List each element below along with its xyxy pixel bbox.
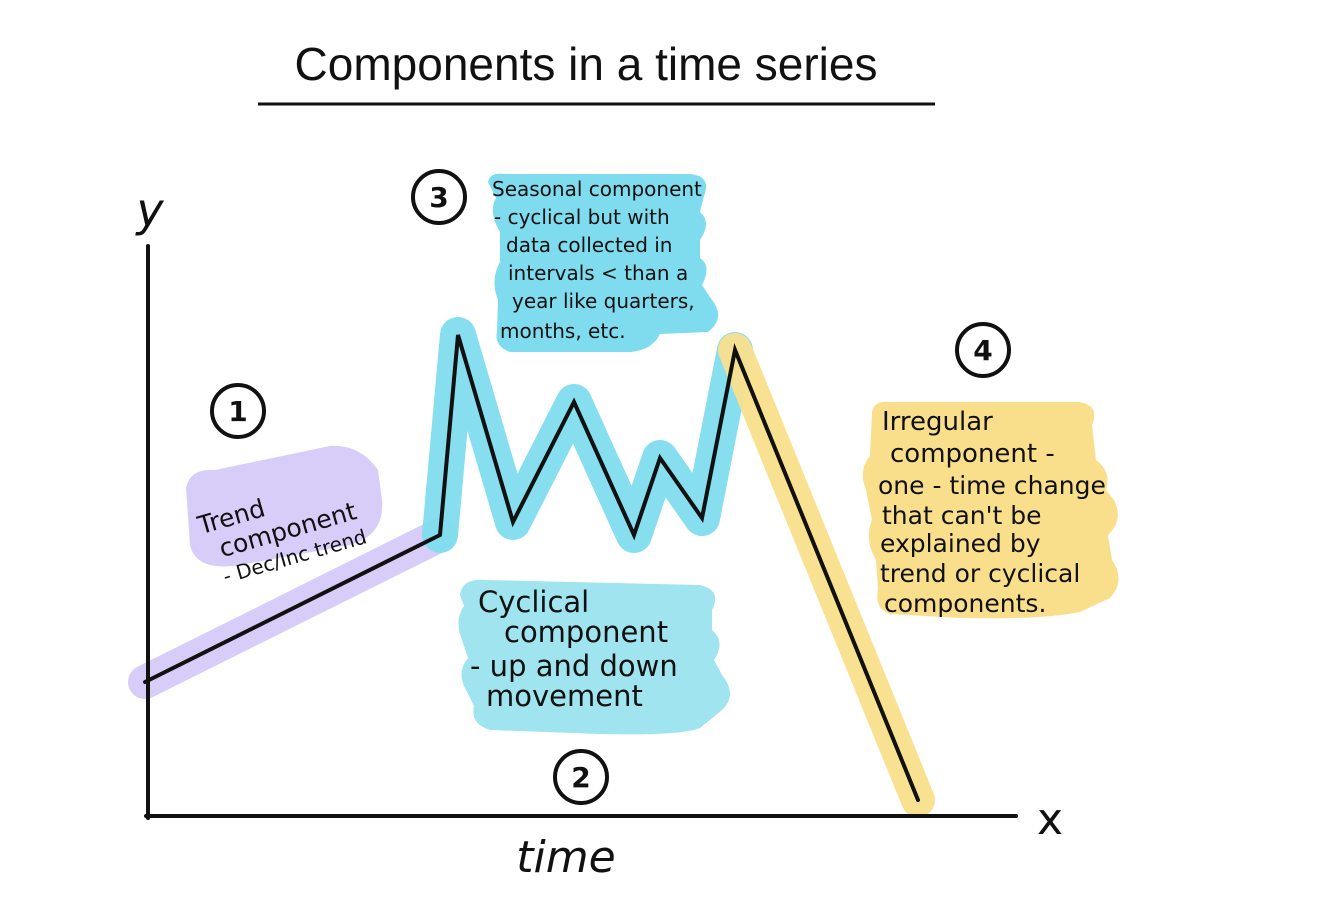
seasonal-note-line-6: months, etc. [500, 319, 626, 343]
irregular-note-line-4: that can't be [882, 501, 1042, 530]
cyclical-note-line-1: Cyclical [478, 585, 589, 619]
trend-note-bg [186, 445, 383, 567]
irregular-note-line-5: explained by [880, 529, 1041, 558]
irregular-note-line-3: one - time change [878, 471, 1106, 500]
irregular-note-line-1: Irregular [882, 407, 993, 437]
seasonal-note-bg [488, 173, 719, 353]
time-series-line [143, 334, 920, 802]
cyclical-note-line-2: component [504, 615, 668, 649]
marker-3: 3 [411, 169, 467, 225]
seasonal-note-line-4: intervals < than a [508, 261, 688, 285]
y-axis-label: y [134, 183, 164, 237]
marker-2-circle [553, 749, 609, 805]
page-title: Components in a time series [295, 38, 878, 90]
time-label: time [516, 832, 615, 883]
marker-1-label: 1 [228, 395, 247, 428]
cyclical-note: Cyclical component - up and down movemen… [470, 585, 678, 713]
irregular-note-line-6: trend or cyclical [880, 559, 1080, 588]
cyclical-note-bg [458, 579, 730, 735]
marker-4-circle [955, 322, 1011, 378]
seasonal-note-line-2: - cyclical but with [494, 205, 670, 229]
irregular-note: Irregular component - one - time change … [878, 407, 1106, 618]
seasonal-note: Seasonal component - cyclical but with d… [492, 177, 702, 343]
marker-4: 4 [955, 322, 1011, 378]
irregular-note-bg [862, 401, 1119, 619]
seasonal-note-line-3: data collected in [506, 233, 672, 257]
seasonal-note-line-1: Seasonal component [492, 177, 702, 201]
x-axis-label: x [1037, 794, 1063, 845]
cyclical-note-line-4: movement [486, 679, 643, 713]
irregular-note-line-7: components. [884, 589, 1046, 618]
marker-1-circle [210, 383, 266, 439]
irregular-note-line-2: component - [890, 439, 1055, 469]
marker-3-circle [411, 169, 467, 225]
marker-2: 2 [553, 749, 609, 805]
cyclical-note-line-3: - up and down [470, 649, 678, 683]
marker-1: 1 [210, 383, 266, 439]
seasonal-note-line-5: year like quarters, [512, 289, 695, 313]
marker-2-label: 2 [571, 761, 590, 794]
marker-3-label: 3 [429, 181, 448, 214]
marker-4-label: 4 [973, 334, 992, 367]
